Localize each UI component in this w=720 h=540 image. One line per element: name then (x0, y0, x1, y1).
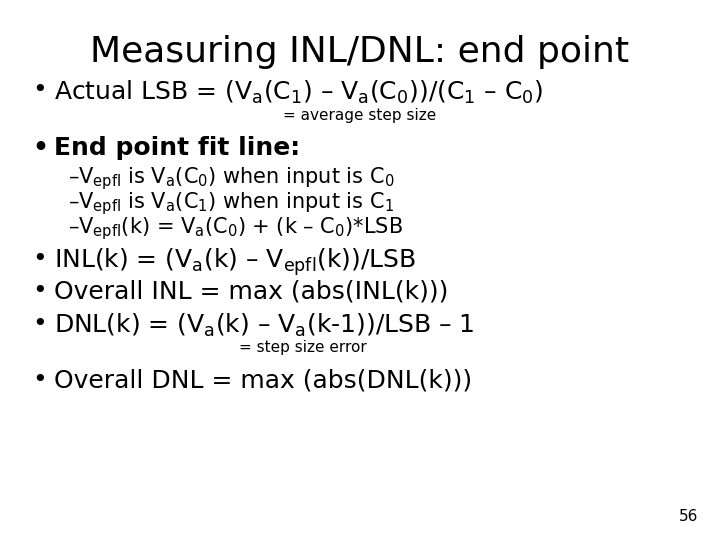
Text: Overall DNL = max (abs(DNL(k))): Overall DNL = max (abs(DNL(k))) (54, 368, 472, 392)
Text: = average step size: = average step size (284, 108, 436, 123)
Text: –V$_\mathregular{epfl}$(k) = V$_\mathregular{a}$(C$_0$) + (k – C$_0$)*LSB: –V$_\mathregular{epfl}$(k) = V$_\mathreg… (68, 215, 403, 242)
Text: •: • (32, 78, 47, 102)
Text: = step size error: = step size error (238, 340, 366, 355)
Text: INL(k) = (V$_\mathregular{a}$(k) – V$_\mathregular{epfl}$(k))/LSB: INL(k) = (V$_\mathregular{a}$(k) – V$_\m… (54, 247, 416, 279)
Text: Actual LSB = (V$_\mathregular{a}$(C$_1$) – V$_\mathregular{a}$(C$_0$))/(C$_1$ – : Actual LSB = (V$_\mathregular{a}$(C$_1$)… (54, 78, 544, 105)
Text: Overall INL = max (abs(INL(k))): Overall INL = max (abs(INL(k))) (54, 279, 449, 303)
Text: –V$_\mathregular{epfl}$ is V$_\mathregular{a}$(C$_0$) when input is C$_0$: –V$_\mathregular{epfl}$ is V$_\mathregul… (68, 165, 395, 192)
Text: 56: 56 (679, 509, 698, 524)
Text: Measuring INL/DNL: end point: Measuring INL/DNL: end point (91, 35, 629, 69)
Text: •: • (32, 136, 48, 160)
Text: •: • (32, 247, 47, 271)
Text: •: • (32, 368, 47, 392)
Text: •: • (32, 279, 47, 303)
Text: End point fit line:: End point fit line: (54, 136, 300, 160)
Text: •: • (32, 312, 47, 335)
Text: –V$_\mathregular{epfl}$ is V$_\mathregular{a}$(C$_1$) when input is C$_1$: –V$_\mathregular{epfl}$ is V$_\mathregul… (68, 190, 395, 217)
Text: DNL(k) = (V$_\mathregular{a}$(k) – V$_\mathregular{a}$(k-1))/LSB – 1: DNL(k) = (V$_\mathregular{a}$(k) – V$_\m… (54, 312, 474, 339)
